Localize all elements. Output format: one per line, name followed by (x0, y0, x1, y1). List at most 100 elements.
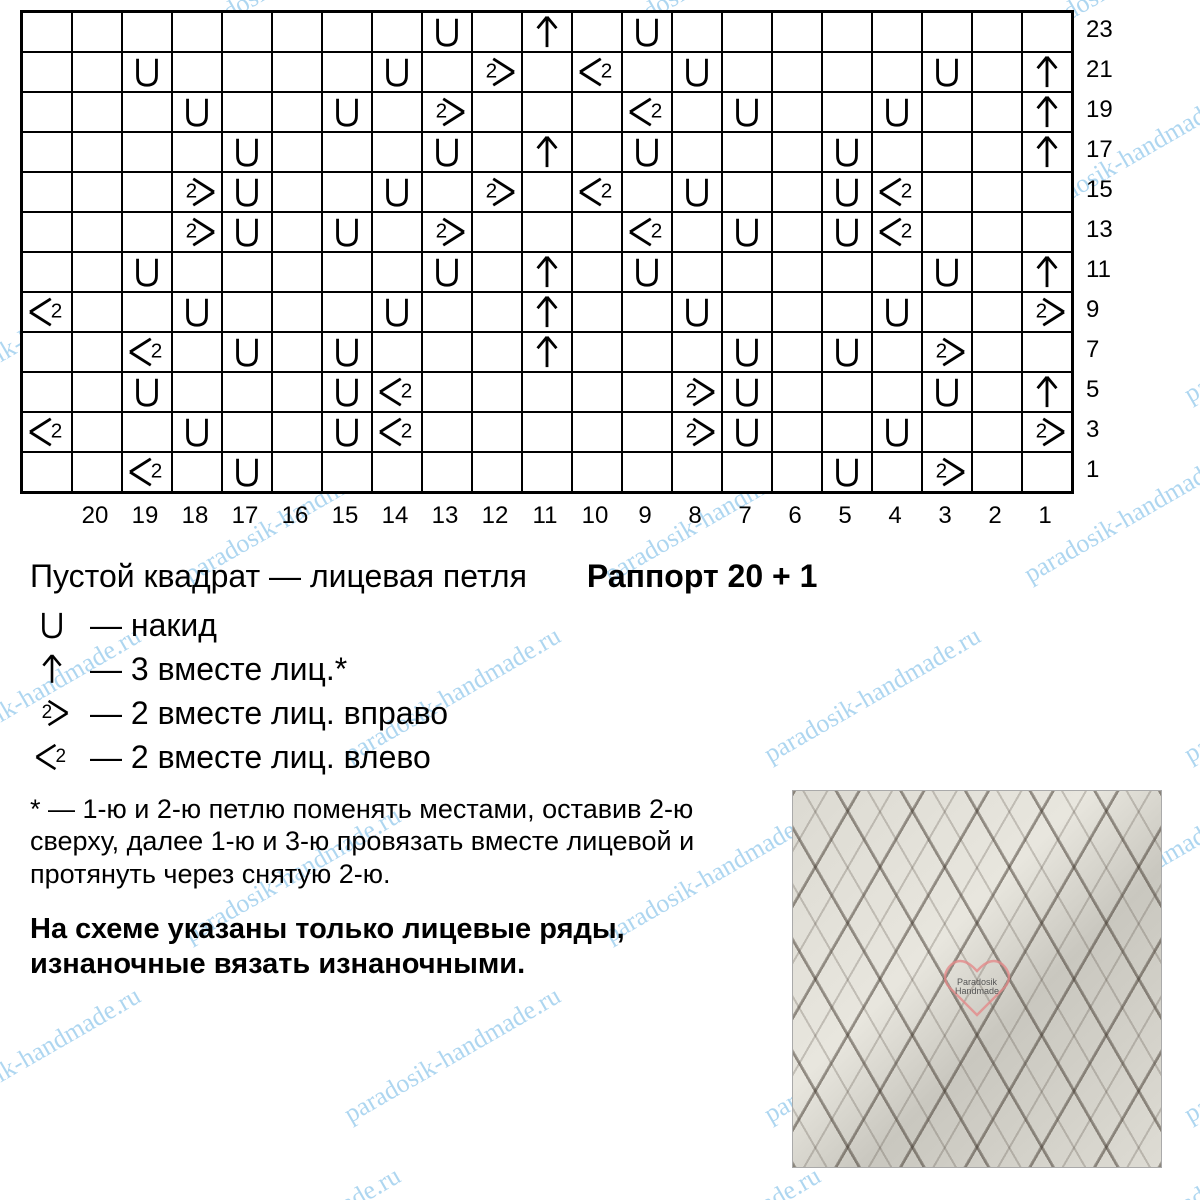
chart-cell (172, 372, 222, 412)
chart-cell (272, 252, 322, 292)
chart-cell (22, 172, 72, 212)
col-label: 9 (620, 502, 670, 530)
chart-cell (622, 412, 672, 452)
chart-cell (322, 92, 372, 132)
chart-cell (572, 452, 622, 492)
chart-cell (522, 412, 572, 452)
chart-cell (72, 92, 122, 132)
chart-cell (322, 12, 372, 52)
chart-cell (72, 212, 122, 252)
col-label: 10 (570, 502, 620, 530)
chart-cell (272, 292, 322, 332)
col-label: 6 (770, 502, 820, 530)
chart-cell (872, 172, 922, 212)
chart-cell (122, 212, 172, 252)
legend-text: — 3 вместе лиц.* (90, 651, 347, 688)
chart-cell (472, 372, 522, 412)
chart-cell (722, 12, 772, 52)
chart-cell (1022, 292, 1072, 332)
chart-cell (722, 132, 772, 172)
row-label: 15 (1086, 176, 1113, 204)
chart-cell (422, 212, 472, 252)
legend-row: — 3 вместе лиц.* (30, 649, 1190, 689)
chart-cell (222, 212, 272, 252)
legend-text: — накид (90, 607, 217, 644)
chart-cell (1022, 52, 1072, 92)
chart-cell (772, 132, 822, 172)
chart-cell (972, 132, 1022, 172)
chart-cell (872, 92, 922, 132)
chart-cell (972, 92, 1022, 132)
chart-cell (1022, 252, 1072, 292)
chart-cell (822, 12, 872, 52)
chart-cell (422, 372, 472, 412)
chart-cell (172, 452, 222, 492)
chart-cell (272, 172, 322, 212)
chart-cell (672, 52, 722, 92)
chart-cell (822, 452, 872, 492)
chart-cell (922, 92, 972, 132)
legend-row: — 2 вместе лиц. вправо (30, 693, 1190, 733)
legend-symbol (30, 649, 74, 689)
chart-cell (672, 292, 722, 332)
chart-cell (722, 332, 772, 372)
chart-cell (472, 212, 522, 252)
chart-cell (772, 332, 822, 372)
chart-cell (872, 12, 922, 52)
chart-cell (772, 412, 822, 452)
chart-cell (822, 372, 872, 412)
chart-cell (72, 292, 122, 332)
chart-cell (922, 372, 972, 412)
chart-cell (472, 412, 522, 452)
chart-cell (472, 12, 522, 52)
chart-cell (772, 92, 822, 132)
chart-cell (222, 252, 272, 292)
chart-cell (22, 412, 72, 452)
chart-cell (422, 52, 472, 92)
chart-cell (472, 132, 522, 172)
legend: Пустой квадрат — лицевая петля Раппорт 2… (30, 558, 1190, 777)
chart-cell (72, 452, 122, 492)
chart-cell (922, 332, 972, 372)
chart-cell (172, 332, 222, 372)
chart-cell (772, 12, 822, 52)
chart-cell (822, 132, 872, 172)
chart-cell (972, 452, 1022, 492)
chart-cell (722, 212, 772, 252)
row-label: 1 (1086, 456, 1113, 484)
chart-cell (872, 292, 922, 332)
chart-cell (972, 52, 1022, 92)
chart-cell (472, 92, 522, 132)
chart-cell (772, 372, 822, 412)
chart-cell (72, 412, 122, 452)
chart-cell (522, 52, 572, 92)
row-label: 13 (1086, 216, 1113, 244)
row-label: 3 (1086, 416, 1113, 444)
chart-cell (122, 292, 172, 332)
chart-cell (622, 92, 672, 132)
col-label: 12 (470, 502, 520, 530)
legend-symbol (30, 605, 74, 645)
chart-wrapper: 2321191715131197531 (20, 10, 1190, 494)
col-label: 3 (920, 502, 970, 530)
chart-cell (122, 52, 172, 92)
heart-text: ParadosikHandmade (955, 978, 999, 996)
chart-cell (472, 332, 522, 372)
chart-cell (422, 172, 472, 212)
chart-cell (372, 92, 422, 132)
chart-cell (572, 212, 622, 252)
chart-cell (772, 212, 822, 252)
chart-cell (922, 12, 972, 52)
chart-cell (672, 252, 722, 292)
chart-cell (322, 372, 372, 412)
chart-cell (922, 252, 972, 292)
chart-cell (22, 452, 72, 492)
chart-cell (222, 132, 272, 172)
chart-cell (372, 52, 422, 92)
chart-cell (22, 292, 72, 332)
chart-cell (1022, 372, 1072, 412)
chart-cell (322, 212, 372, 252)
chart-cell (172, 52, 222, 92)
chart-cell (422, 12, 472, 52)
chart-cell (722, 452, 772, 492)
